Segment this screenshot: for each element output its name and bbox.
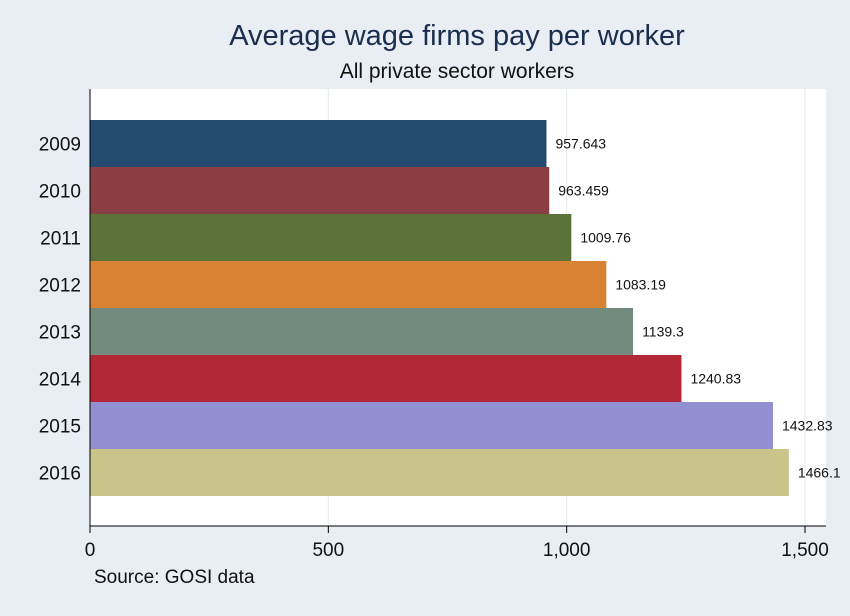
bar-value-label: 957.643 bbox=[555, 136, 606, 152]
bar-2015 bbox=[90, 402, 773, 449]
bar-value-label: 1009.76 bbox=[580, 230, 631, 246]
chart-subtitle: All private sector workers bbox=[339, 60, 575, 83]
chart-title: Average wage firms pay per worker bbox=[229, 20, 685, 52]
bar-value-label: 1432.83 bbox=[782, 418, 833, 434]
source-note: Source: GOSI data bbox=[94, 567, 255, 588]
bar-2009 bbox=[90, 120, 547, 167]
bar-value-label: 1240.83 bbox=[690, 371, 741, 387]
bar-value-label: 1139.3 bbox=[642, 324, 684, 340]
y-tick-label: 2013 bbox=[39, 323, 81, 344]
y-tick-label: 2016 bbox=[39, 464, 81, 485]
bar-2016 bbox=[90, 449, 789, 496]
y-tick-label: 2011 bbox=[40, 229, 81, 250]
y-tick-label: 2014 bbox=[39, 370, 82, 391]
bar-2010 bbox=[90, 167, 550, 214]
bar-2012 bbox=[90, 261, 607, 308]
y-tick-label: 2010 bbox=[39, 182, 81, 203]
y-tick-label: 2012 bbox=[39, 276, 81, 297]
bar-value-label: 1466.1 bbox=[798, 465, 841, 481]
x-tick-label: 500 bbox=[312, 540, 344, 561]
x-tick-label: 1,500 bbox=[781, 540, 829, 561]
x-tick-label: 0 bbox=[85, 540, 96, 561]
x-tick-label: 1,000 bbox=[543, 540, 591, 561]
bar-2011 bbox=[90, 214, 572, 261]
y-tick-label: 2009 bbox=[39, 135, 81, 156]
bar-2014 bbox=[90, 355, 682, 402]
y-tick-label: 2015 bbox=[39, 417, 81, 438]
bar-value-label: 963.459 bbox=[558, 183, 609, 199]
bar-value-label: 1083.19 bbox=[615, 277, 666, 293]
bar-2013 bbox=[90, 308, 634, 355]
